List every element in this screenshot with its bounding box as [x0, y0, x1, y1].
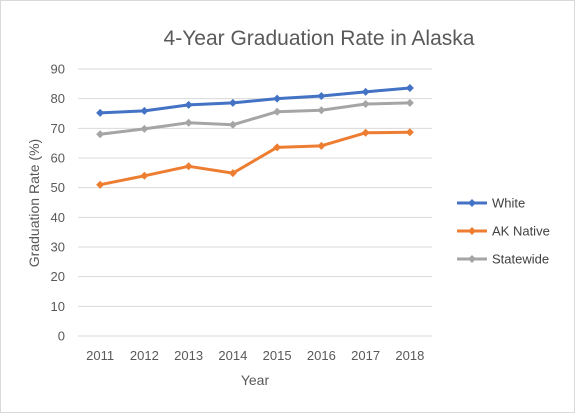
x-tick-label: 2016 — [307, 348, 336, 363]
data-point — [361, 87, 370, 96]
series-white — [96, 83, 414, 117]
data-point — [96, 180, 105, 189]
y-tick-label: 70 — [51, 121, 65, 136]
data-point — [361, 128, 370, 137]
series-line — [99, 130, 410, 187]
data-point — [405, 83, 414, 92]
data-point — [273, 94, 282, 103]
data-point — [140, 124, 149, 133]
legend-label: AK Native — [492, 224, 550, 239]
series-statewide — [96, 98, 414, 139]
y-tick-label: 50 — [51, 180, 65, 195]
y-tick-label: 60 — [51, 151, 65, 166]
data-point — [96, 130, 105, 139]
legend-item: Statewide — [457, 252, 549, 267]
series-ak-native — [96, 128, 414, 189]
series-group — [96, 83, 414, 189]
data-point — [184, 118, 193, 127]
series-line — [100, 86, 411, 115]
legend-swatch-marker — [468, 255, 476, 263]
data-point — [184, 162, 193, 171]
x-tick-label: 2018 — [395, 348, 424, 363]
data-point — [140, 106, 149, 115]
y-tick-label: 0 — [58, 329, 65, 344]
gridlines — [78, 68, 432, 337]
data-point — [361, 100, 370, 109]
data-point — [184, 100, 193, 109]
data-point — [317, 91, 326, 100]
legend-item: White — [457, 196, 525, 211]
data-point — [140, 171, 149, 180]
x-axis-label: Year — [241, 372, 270, 388]
y-tick-label: 40 — [51, 210, 65, 225]
data-point — [405, 98, 414, 107]
data-point — [273, 143, 282, 152]
x-tick-label: 2014 — [218, 348, 247, 363]
y-tick-label: 20 — [51, 269, 65, 284]
x-tick-label: 2017 — [351, 348, 380, 363]
x-tick-label: 2015 — [263, 348, 292, 363]
chart-title: 4-Year Graduation Rate in Alaska — [164, 27, 475, 50]
data-point — [405, 128, 414, 137]
data-point — [228, 98, 237, 107]
x-tick-label: 2012 — [130, 348, 159, 363]
y-tick-label: 90 — [51, 62, 65, 77]
legend-label: White — [492, 196, 525, 211]
legend: White AK Native Statewide — [457, 196, 550, 267]
y-tick-label: 30 — [51, 240, 65, 255]
data-point — [273, 107, 282, 116]
legend-swatch-marker — [468, 199, 476, 207]
data-point — [96, 108, 105, 117]
data-point — [317, 141, 326, 150]
legend-label: Statewide — [492, 252, 549, 267]
legend-item: AK Native — [457, 224, 550, 239]
legend-swatch-marker — [468, 227, 476, 235]
data-point — [228, 169, 237, 178]
y-axis-label: Graduation Rate (%) — [26, 139, 42, 267]
y-tick-label: 10 — [51, 299, 65, 314]
y-axis-ticks: 0 10 20 30 40 50 60 70 80 90 — [51, 62, 65, 344]
y-tick-label: 80 — [51, 91, 65, 106]
series-line — [99, 101, 410, 136]
data-point — [317, 106, 326, 115]
x-axis-ticks: 2011 2012 2013 2014 2015 2016 2017 2018 — [86, 348, 424, 363]
data-point — [228, 120, 237, 129]
x-tick-label: 2011 — [86, 348, 114, 363]
x-tick-label: 2013 — [174, 348, 203, 363]
